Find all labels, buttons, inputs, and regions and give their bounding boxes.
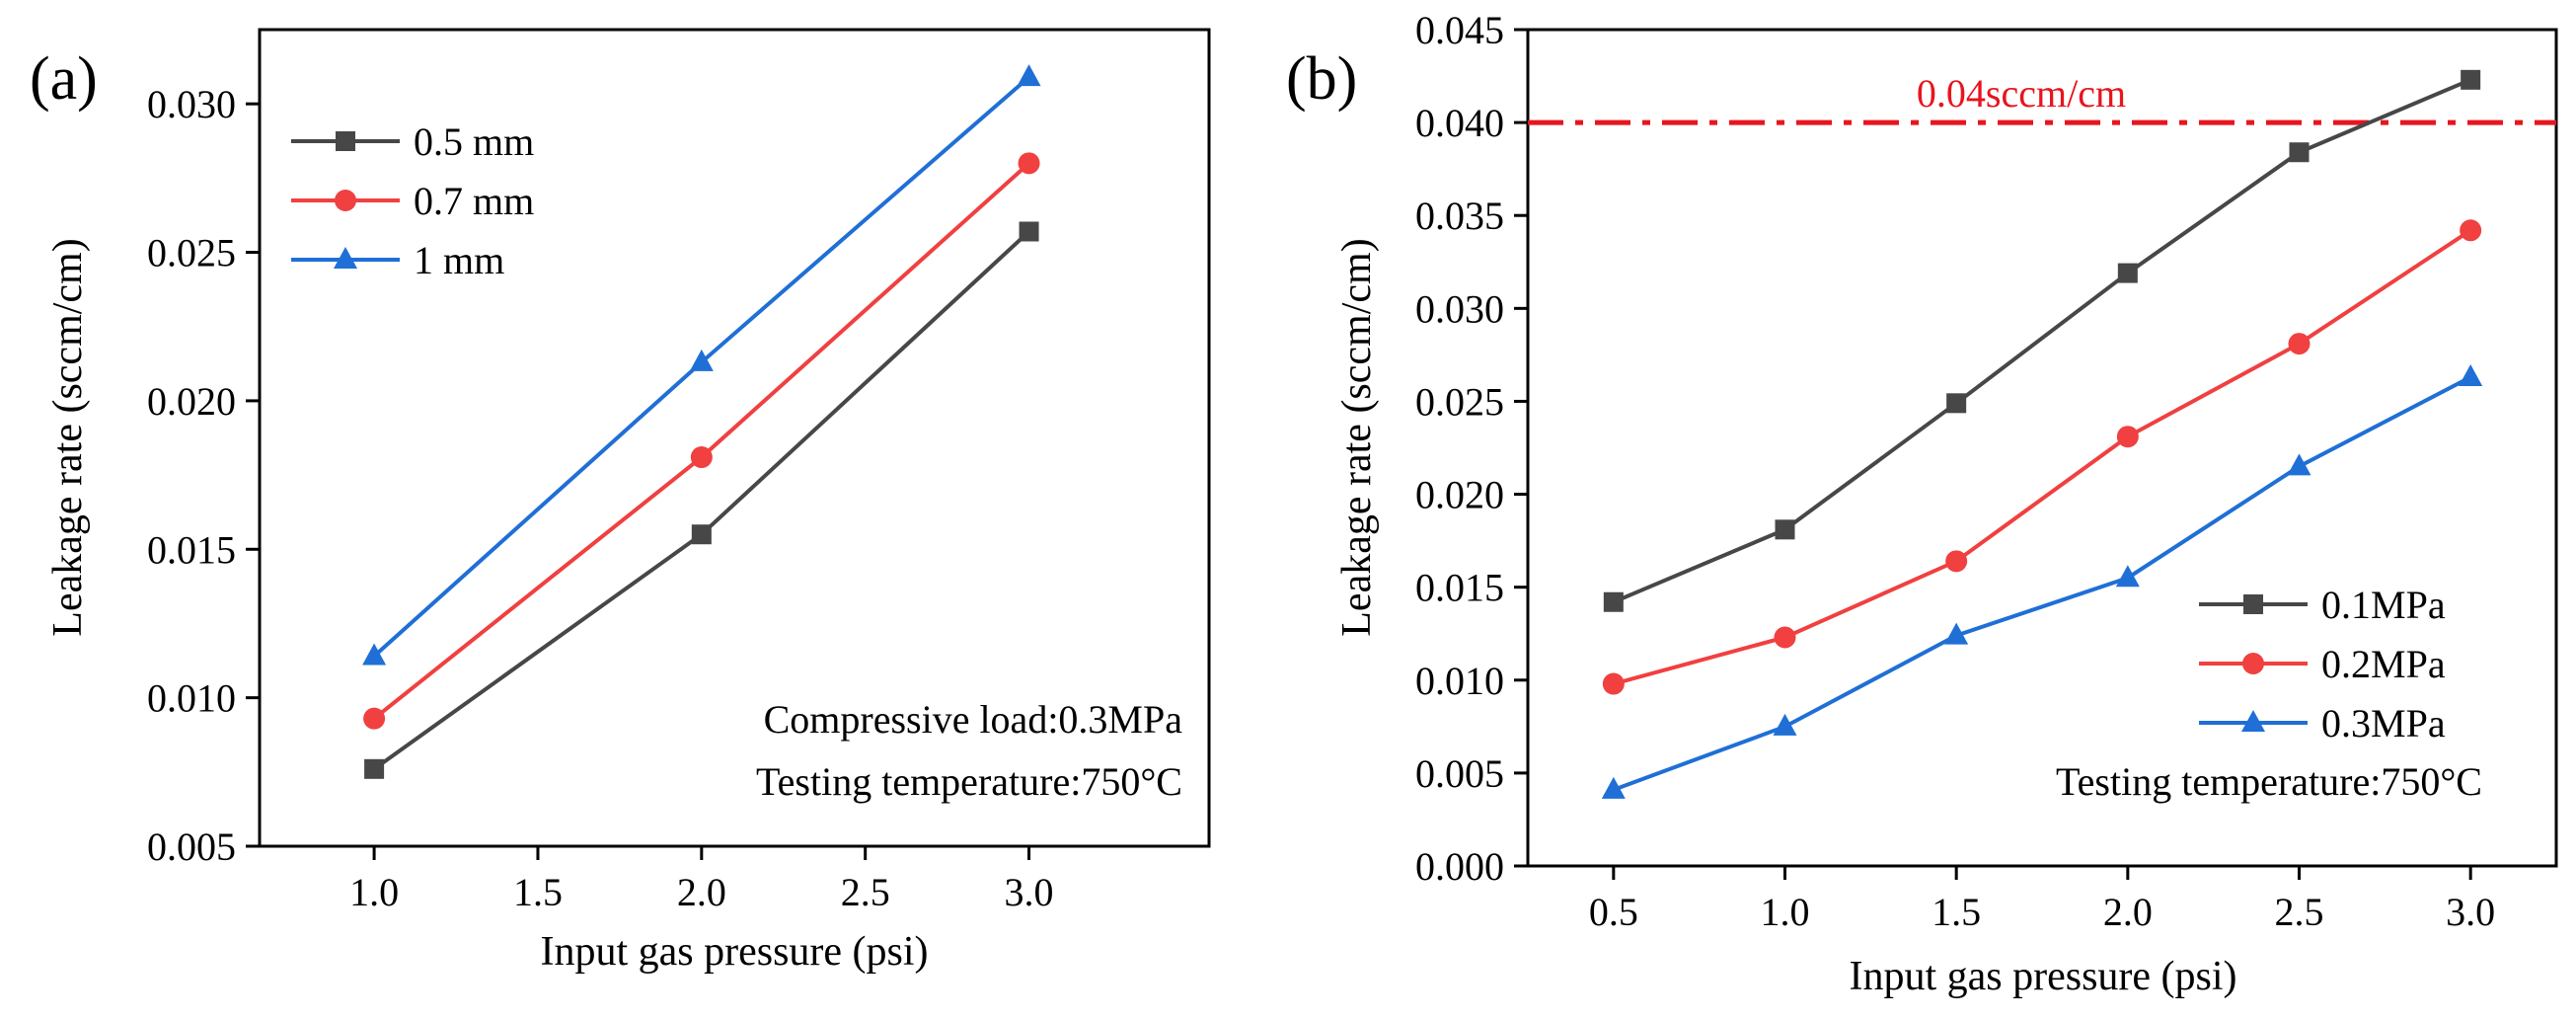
panel-a-data-point (362, 643, 387, 666)
panel-a-y-axis-title: Leakage rate (sccm/cm) (45, 238, 91, 636)
panel-b-x-axis-title: Input gas pressure (psi) (1849, 954, 2236, 999)
panel-b-y-tick-label: 0.040 (1415, 101, 1504, 145)
panel-b-threshold-label: 0.04sccm/cm (1917, 71, 2126, 116)
panel-a-y-tick-label: 0.030 (147, 82, 236, 126)
panel-a-data-point (363, 707, 386, 730)
panel-b-legend-marker (2241, 710, 2265, 732)
panel-a-legend-marker (336, 131, 355, 151)
panel-b-y-tick-label: 0.030 (1415, 286, 1504, 331)
panel-b-x-tick-label: 2.5 (2275, 890, 2324, 934)
panel-b-x-tick-label: 3.0 (2446, 890, 2495, 934)
panel-b-y-tick-label: 0.035 (1415, 194, 1504, 238)
panel-b-data-point (1946, 393, 1967, 414)
panel-b-data-point (1602, 672, 1625, 695)
panel-b-y-tick-label: 0.015 (1415, 566, 1504, 610)
panel-a-plot-area: 1.0 1.5 2.0 2.5 3.0 0.005 0.010 0.015 0.020 0.025… (147, 28, 1211, 914)
panel-b-axes-frame (1526, 28, 2558, 868)
panel-a-x-tick-label: 2.0 (677, 870, 726, 914)
panel-b-data-point (2116, 426, 2139, 448)
panel-b-legend-label: 0.3MPa (2321, 701, 2446, 745)
panel-a-y-tick-label: 0.015 (147, 527, 236, 572)
panel-a-data-point (1019, 221, 1039, 242)
panel-b-data-point (2461, 69, 2481, 90)
panel-a-data-point (690, 446, 713, 469)
panel-a-y-tick-label: 0.005 (147, 824, 236, 869)
panel-a-data-point (364, 758, 385, 779)
panel-b-x-tick-label: 1.5 (1932, 890, 1981, 934)
panel-b-data-point (1774, 626, 1796, 649)
panel-a-y-tick-label: 0.010 (147, 676, 236, 721)
panel-b-x-tick-label: 1.0 (1761, 890, 1810, 934)
panel-a-legend-label: 0.7 mm (414, 179, 534, 223)
panel-b-series-line (1613, 228, 2472, 686)
panel-a-data-point (1018, 152, 1040, 175)
panel-b-data-point (1601, 776, 1626, 799)
panel-a-annotation-load: Compressive load:0.3MPa (764, 697, 1183, 742)
panel-a-legend-label: 0.5 mm (414, 119, 534, 164)
panel-b-x-tick-label: 0.5 (1589, 890, 1638, 934)
panel-b-y-tick-label: 0.000 (1415, 844, 1504, 889)
panel-b-legend-label: 0.2MPa (2321, 642, 2446, 686)
panel-b-series-line (1613, 77, 2471, 604)
panel-a-legend-label: 1 mm (414, 238, 504, 282)
panel-b-annotation-temperature: Testing temperature:750°C (2056, 759, 2482, 804)
panel-a-x-tick-label: 1.5 (513, 870, 563, 914)
panel-b-data-point (2459, 363, 2483, 386)
panel-a-legend-marker (335, 190, 356, 211)
panel-a-y-tick-label: 0.020 (147, 379, 236, 424)
panel-a-data-point (689, 349, 714, 371)
panel-a-x-tick-label: 3.0 (1005, 870, 1054, 914)
panel-a-x-tick-label: 2.5 (841, 870, 890, 914)
panel-b-data-point (2287, 453, 2311, 476)
panel-b-y-tick-label: 0.005 (1415, 751, 1504, 796)
panel-b-chart: (b) 0.5 1.0 1.5 2.0 2.5 3.0 0.000 0.005 0.010 0.0… (1286, 8, 2558, 999)
panel-a-x-tick-label: 1.0 (349, 870, 399, 914)
panel-b-legend-marker (2242, 653, 2264, 674)
panel-b-plot-area: 0.5 1.0 1.5 2.0 2.5 3.0 0.000 0.005 0.010 0.015 0.… (1415, 8, 2558, 934)
panel-b-label: (b) (1286, 45, 1357, 113)
panel-b-y-tick-label: 0.025 (1415, 379, 1504, 424)
panel-b-y-tick-label: 0.010 (1415, 659, 1504, 703)
panel-a-legend-marker (334, 247, 357, 269)
panel-b-legend-label: 0.1MPa (2321, 583, 2446, 627)
panel-a-label: (a) (30, 45, 98, 113)
panel-a-annotation-temperature: Testing temperature:750°C (756, 759, 1182, 804)
panel-a-data-point (1017, 64, 1041, 87)
panel-b-data-point (1945, 550, 1968, 573)
panel-b-data-point (1775, 519, 1795, 540)
panel-b-data-point (2288, 333, 2311, 355)
panel-b-data-point (2117, 263, 2138, 283)
panel-b-data-point (2115, 565, 2140, 588)
panel-b-x-tick-label: 2.0 (2103, 890, 2153, 934)
panel-b-data-point (1944, 622, 1969, 645)
panel-b-data-point (2289, 142, 2310, 163)
panel-b-legend-marker (2243, 594, 2263, 614)
panel-b-data-point (1773, 713, 1797, 736)
panel-b-y-axis-title: Leakage rate (sccm/cm) (1334, 238, 1380, 636)
panel-a-data-point (691, 524, 712, 545)
panel-b-y-tick-label: 0.020 (1415, 473, 1504, 517)
panel-b-data-point (1603, 591, 1624, 612)
panel-a-chart: (a) 1.0 1.5 2.0 2.5 3.0 0.005 0.010 0.015 0.020 0… (30, 28, 1211, 975)
panel-a-axes-frame (258, 28, 1211, 848)
panel-b-data-point (2460, 219, 2482, 242)
panel-a-y-tick-label: 0.025 (147, 231, 236, 275)
panel-b-y-tick-label: 0.045 (1415, 8, 1504, 52)
panel-a-x-axis-title: Input gas pressure (psi) (540, 929, 928, 975)
panel-b-series-line (1613, 375, 2472, 792)
